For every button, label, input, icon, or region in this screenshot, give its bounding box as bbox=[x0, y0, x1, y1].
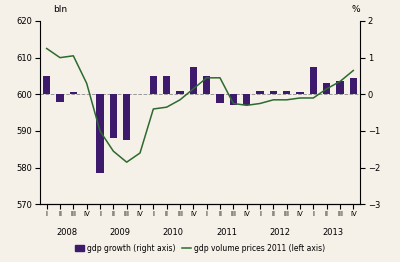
Bar bbox=[110, 94, 117, 138]
Text: 2010: 2010 bbox=[163, 228, 184, 237]
Bar bbox=[70, 92, 77, 94]
Bar bbox=[163, 76, 170, 94]
Text: %: % bbox=[351, 5, 360, 14]
Bar bbox=[283, 91, 290, 94]
Text: bln: bln bbox=[53, 5, 67, 14]
Bar bbox=[270, 91, 277, 94]
Bar bbox=[43, 76, 50, 94]
Bar bbox=[176, 91, 184, 94]
Bar bbox=[323, 83, 330, 94]
Bar bbox=[216, 94, 224, 103]
Bar bbox=[336, 81, 344, 94]
Bar bbox=[296, 92, 304, 94]
Bar bbox=[150, 76, 157, 94]
Bar bbox=[203, 76, 210, 94]
Text: 2008: 2008 bbox=[56, 228, 77, 237]
Bar bbox=[230, 94, 237, 105]
Bar bbox=[190, 67, 197, 94]
Text: 2013: 2013 bbox=[323, 228, 344, 237]
Bar bbox=[243, 94, 250, 105]
Text: 2012: 2012 bbox=[270, 228, 290, 237]
Bar bbox=[350, 78, 357, 94]
Bar bbox=[310, 67, 317, 94]
Bar bbox=[123, 94, 130, 140]
Text: 2011: 2011 bbox=[216, 228, 237, 237]
Bar bbox=[56, 94, 64, 102]
Bar bbox=[96, 94, 104, 173]
Legend: gdp growth (right axis), gdp volume prices 2011 (left axis): gdp growth (right axis), gdp volume pric… bbox=[72, 241, 328, 255]
Text: 2009: 2009 bbox=[110, 228, 130, 237]
Bar bbox=[256, 91, 264, 94]
